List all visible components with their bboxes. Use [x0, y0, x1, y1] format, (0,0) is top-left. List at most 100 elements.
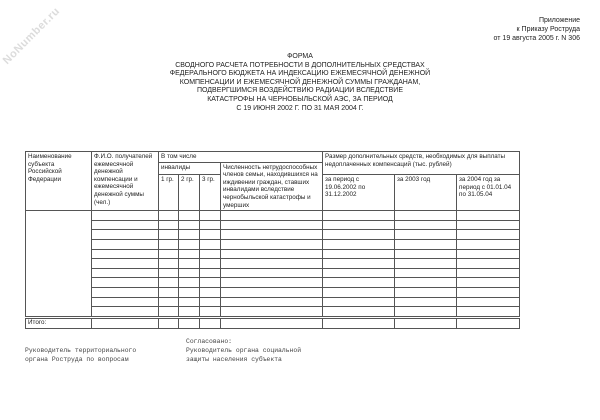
- total-cell[interactable]: [322, 318, 395, 329]
- table-cell[interactable]: [219, 306, 324, 317]
- table-cell[interactable]: [199, 229, 221, 240]
- table-cell[interactable]: [219, 229, 324, 240]
- signature-left: Руководитель территориального органа Рос…: [25, 346, 136, 364]
- table-cell[interactable]: [219, 210, 324, 221]
- table-cell[interactable]: [158, 210, 179, 221]
- table-cell[interactable]: [322, 210, 396, 221]
- table-cell[interactable]: [456, 248, 521, 260]
- table-cell[interactable]: [178, 219, 200, 231]
- table-cell[interactable]: [394, 277, 458, 288]
- table-cell[interactable]: [322, 267, 396, 279]
- table-cell[interactable]: [91, 248, 159, 260]
- table-cell[interactable]: [91, 277, 159, 288]
- table-cell[interactable]: [199, 267, 221, 279]
- table-cell[interactable]: [178, 238, 200, 250]
- table-cell[interactable]: [199, 210, 221, 221]
- table-cell[interactable]: [178, 229, 200, 240]
- table-cell[interactable]: [91, 219, 159, 231]
- table-cell[interactable]: [322, 296, 396, 308]
- table-cell[interactable]: [199, 286, 221, 298]
- table-cell[interactable]: [178, 248, 200, 260]
- table-cell[interactable]: [199, 219, 221, 231]
- table-cell[interactable]: [158, 258, 179, 269]
- table-cell[interactable]: [322, 277, 396, 288]
- table-cell[interactable]: [158, 229, 179, 240]
- total-label: Итого:: [25, 318, 92, 329]
- table-cell[interactable]: [158, 286, 179, 298]
- total-cell[interactable]: [178, 318, 200, 329]
- subject-cell[interactable]: [25, 210, 92, 317]
- table-cell[interactable]: [394, 219, 458, 231]
- table-cell[interactable]: [322, 258, 396, 269]
- table-cell[interactable]: [219, 219, 324, 231]
- table-cell[interactable]: [199, 238, 221, 250]
- table-cell[interactable]: [219, 258, 324, 269]
- table-cell[interactable]: [394, 306, 458, 317]
- table-cell[interactable]: [158, 296, 179, 308]
- table-cell[interactable]: [199, 248, 221, 260]
- table-cell[interactable]: [219, 248, 324, 260]
- total-cell[interactable]: [456, 318, 520, 329]
- table-cell[interactable]: [199, 296, 221, 308]
- table-cell[interactable]: [219, 296, 324, 308]
- table-cell[interactable]: [456, 267, 521, 279]
- table-cell[interactable]: [91, 296, 159, 308]
- total-cell[interactable]: [199, 318, 221, 329]
- table-cell[interactable]: [394, 286, 458, 298]
- total-cell[interactable]: [220, 318, 323, 329]
- table-cell[interactable]: [456, 286, 521, 298]
- table-cell[interactable]: [91, 306, 159, 317]
- table-cell[interactable]: [158, 248, 179, 260]
- table-cell[interactable]: [158, 277, 179, 288]
- table-cell[interactable]: [199, 306, 221, 317]
- table-cell[interactable]: [219, 267, 324, 279]
- table-cell[interactable]: [178, 277, 200, 288]
- table-cell[interactable]: [456, 219, 521, 231]
- table-cell[interactable]: [322, 248, 396, 260]
- table-cell[interactable]: [91, 210, 159, 221]
- table-cell[interactable]: [322, 286, 396, 298]
- table-cell[interactable]: [456, 277, 521, 288]
- table-cell[interactable]: [456, 296, 521, 308]
- table-cell[interactable]: [91, 267, 159, 279]
- table-cell[interactable]: [178, 267, 200, 279]
- table-cell[interactable]: [394, 248, 458, 260]
- table-cell[interactable]: [322, 306, 396, 317]
- table-cell[interactable]: [394, 267, 458, 279]
- table-cell[interactable]: [219, 277, 324, 288]
- table-cell[interactable]: [456, 210, 521, 221]
- table-cell[interactable]: [456, 258, 521, 269]
- table-cell[interactable]: [91, 286, 159, 298]
- table-cell[interactable]: [322, 238, 396, 250]
- table-cell[interactable]: [394, 296, 458, 308]
- table-cell[interactable]: [322, 229, 396, 240]
- table-cell[interactable]: [394, 229, 458, 240]
- table-cell[interactable]: [219, 286, 324, 298]
- table-cell[interactable]: [158, 238, 179, 250]
- table-cell[interactable]: [178, 258, 200, 269]
- table-cell[interactable]: [394, 210, 458, 221]
- table-row: [26, 296, 521, 308]
- table-cell[interactable]: [456, 306, 521, 317]
- table-cell[interactable]: [178, 306, 200, 317]
- table-cell[interactable]: [322, 219, 396, 231]
- table-cell[interactable]: [158, 219, 179, 231]
- table-cell[interactable]: [178, 210, 200, 221]
- table-cell[interactable]: [199, 277, 221, 288]
- table-cell[interactable]: [178, 286, 200, 298]
- table-cell[interactable]: [178, 296, 200, 308]
- table-cell[interactable]: [199, 258, 221, 269]
- table-cell[interactable]: [91, 238, 159, 250]
- table-cell[interactable]: [456, 229, 521, 240]
- total-cell[interactable]: [394, 318, 457, 329]
- table-cell[interactable]: [456, 238, 521, 250]
- total-cell[interactable]: [158, 318, 179, 329]
- table-cell[interactable]: [91, 229, 159, 240]
- table-cell[interactable]: [158, 306, 179, 317]
- table-cell[interactable]: [158, 267, 179, 279]
- table-cell[interactable]: [394, 238, 458, 250]
- table-cell[interactable]: [219, 238, 324, 250]
- table-cell[interactable]: [394, 258, 458, 269]
- total-cell[interactable]: [91, 318, 159, 329]
- table-cell[interactable]: [91, 258, 159, 269]
